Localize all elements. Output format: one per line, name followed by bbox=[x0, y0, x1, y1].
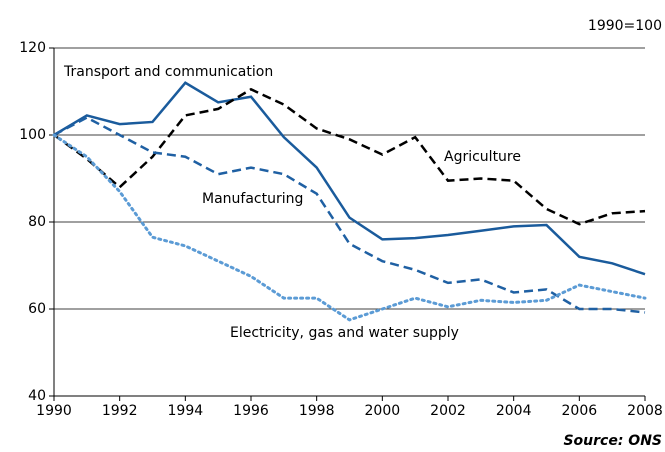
series-label: Electricity, gas and water supply bbox=[230, 325, 459, 341]
series-line bbox=[52, 133, 647, 322]
unit-note: 1990=100 bbox=[588, 18, 662, 34]
series-line bbox=[53, 81, 646, 276]
y-tick-label: 60 bbox=[28, 301, 46, 317]
series-label: Manufacturing bbox=[202, 191, 303, 207]
y-tick-label: 120 bbox=[19, 40, 46, 56]
y-tick-label: 40 bbox=[28, 388, 46, 404]
x-tick-label: 1992 bbox=[102, 403, 138, 419]
x-tick-label: 2008 bbox=[627, 403, 663, 419]
x-tick-label: 2002 bbox=[430, 403, 466, 419]
series-line bbox=[53, 87, 646, 226]
x-tick-label: 2004 bbox=[496, 403, 532, 419]
y-tick-label: 100 bbox=[19, 127, 46, 143]
source: Source: ONS bbox=[563, 433, 662, 449]
x-tick-label: 1996 bbox=[233, 403, 269, 419]
series-label: Transport and communication bbox=[63, 64, 273, 80]
series-line bbox=[53, 116, 646, 314]
x-tick-label: 1994 bbox=[168, 403, 204, 419]
x-tick-label: 2000 bbox=[365, 403, 401, 419]
x-tick-label: 2006 bbox=[562, 403, 598, 419]
x-tick-label: 1990 bbox=[36, 403, 72, 419]
series-label: Agriculture bbox=[444, 149, 521, 165]
y-tick-label: 80 bbox=[28, 214, 46, 230]
x-tick-label: 1998 bbox=[299, 403, 335, 419]
